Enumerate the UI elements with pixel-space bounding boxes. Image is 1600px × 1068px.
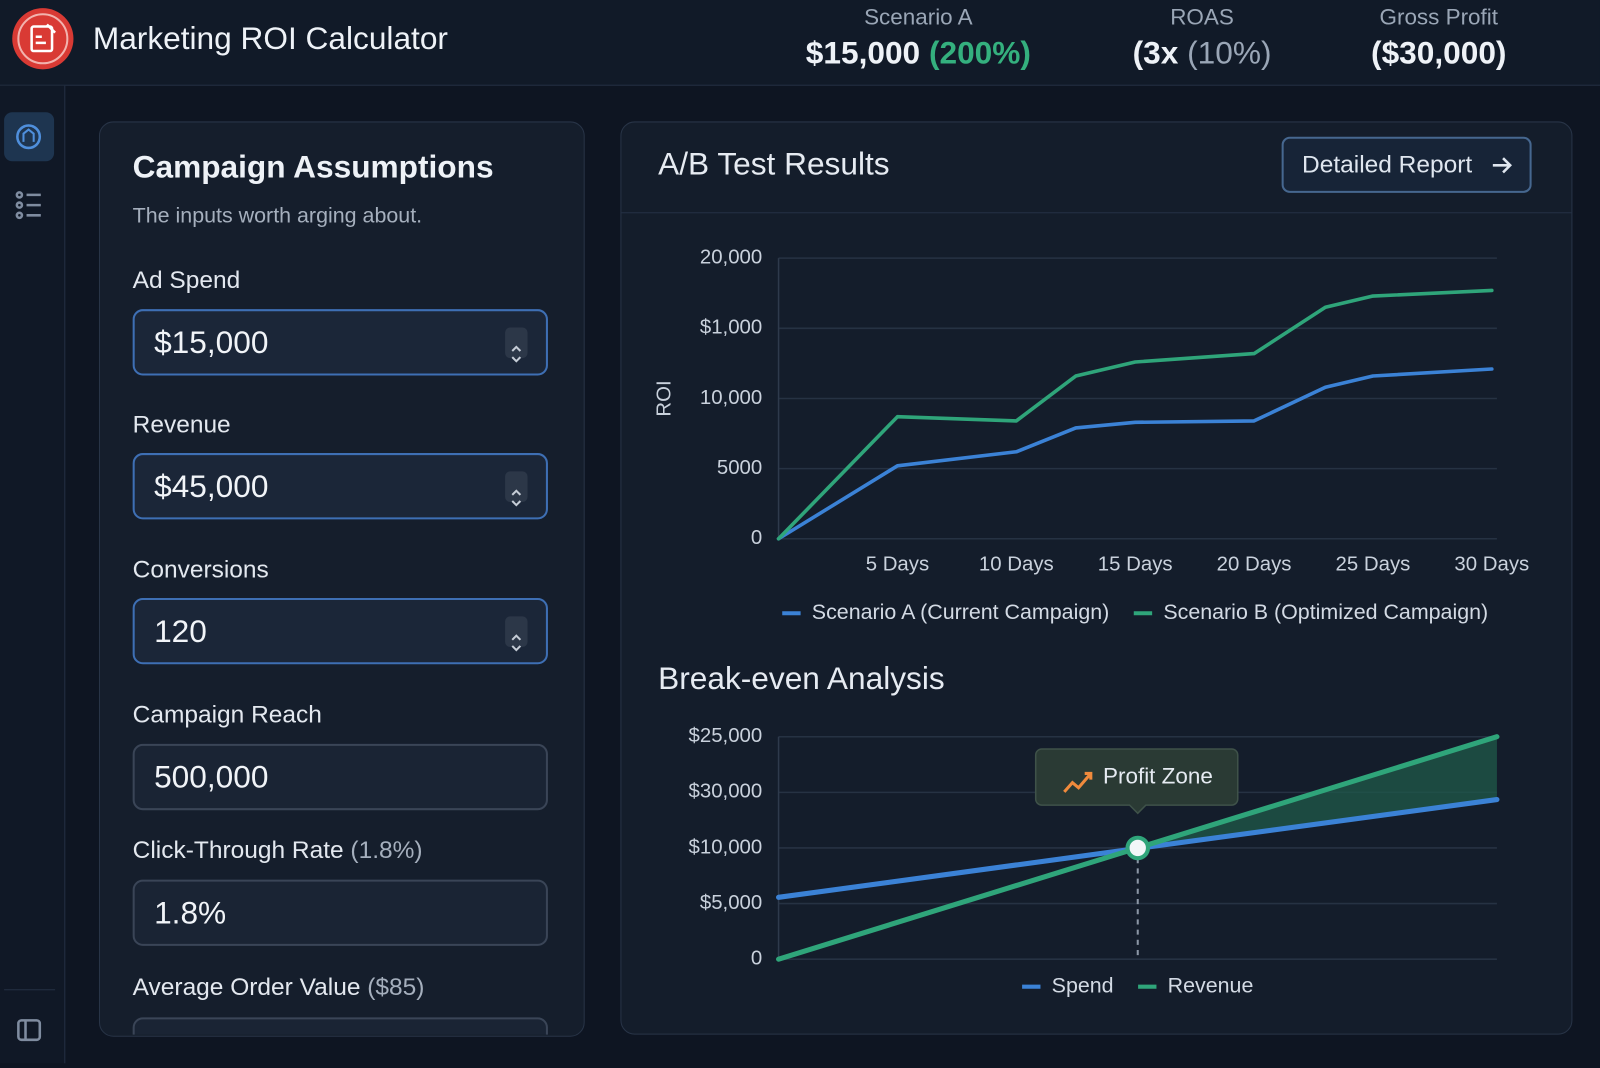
legend-label: Spend: [1052, 973, 1114, 997]
legend: Scenario A (Current Campaign) Scenario B …: [782, 600, 1488, 624]
arrow-icon: [1492, 157, 1512, 174]
series-line: [776, 367, 1494, 541]
top-bar: Marketing ROI Calculator Scenario A $15,0…: [0, 0, 1600, 86]
stat-label: ROAS: [1170, 4, 1234, 30]
stat-label: Gross Profit: [1379, 4, 1499, 30]
legend-label: Scenario A (Current Campaign): [812, 600, 1109, 624]
x-tick-label: 25 Days: [1336, 554, 1411, 576]
button-label: Detailed Report: [1302, 151, 1473, 179]
stat-note: (200%): [928, 34, 1031, 71]
y-tick-label: 20,000: [700, 247, 762, 269]
y-tick-label: 10,000: [700, 387, 762, 409]
field-note: (1.8%): [350, 836, 423, 865]
field-label: Average Order Value ($85): [133, 973, 425, 1002]
spinner[interactable]: [505, 616, 528, 652]
field-note: ($85): [367, 973, 425, 1002]
input-value: $45,000: [154, 468, 269, 505]
y-tick-label: 0: [751, 948, 762, 970]
app-title: Marketing ROI Calculator: [92, 20, 448, 57]
break-even-point: [1125, 835, 1150, 861]
x-tick-label: 15 Days: [1098, 554, 1173, 576]
stat-value: ($30,000): [1371, 35, 1506, 72]
nav-home[interactable]: [16, 124, 42, 150]
input-value: 500,000: [154, 759, 269, 795]
stat-label: Scenario A: [864, 4, 973, 30]
field-label-text: Revenue: [132, 411, 231, 439]
stat: ROAS (3x (10%): [1133, 4, 1272, 71]
spinner[interactable]: [505, 327, 528, 363]
stat: Gross Profit ($30,000): [1371, 4, 1506, 71]
collapse-sidebar[interactable]: [17, 1019, 42, 1042]
input-field[interactable]: 500,000: [132, 743, 548, 811]
stat-number: (3x: [1132, 34, 1179, 71]
callout-text: Profit Zone: [1103, 763, 1213, 788]
field-label: Click-Through Rate (1.8%): [133, 837, 423, 866]
y-tick-label: 5000: [717, 457, 762, 479]
input-field[interactable]: [132, 1017, 548, 1035]
input-field[interactable]: $45,000: [132, 453, 548, 520]
stat-number: ($30,000): [1371, 34, 1507, 71]
legend-label: Scenario B (Optimized Campaign): [1163, 600, 1488, 624]
x-tick-label: 30 Days: [1454, 554, 1529, 576]
chart-title: A/B Test Results: [658, 146, 889, 182]
sidebar-icons: [4, 112, 56, 1042]
y-tick-label: $25,000: [689, 725, 763, 747]
callout-box: [1034, 748, 1239, 815]
y-tick-label: $1,000: [700, 317, 762, 339]
field-label: Revenue: [133, 411, 231, 440]
field-label: Ad Spend: [133, 266, 241, 295]
profit-zone-callout: Profit Zone: [1034, 748, 1239, 815]
assumptions-form: Campaign Assumptions The inputs worth ar…: [0, 0, 584, 1035]
nav-list[interactable]: [15, 191, 41, 220]
y-tick-label: $10,000: [689, 836, 763, 858]
stat-value: $15,000 (200%): [806, 35, 1031, 72]
input-value: 120: [154, 613, 207, 649]
field-label-text: Ad Spend: [132, 266, 241, 294]
legend: Spend Revenue: [1022, 973, 1253, 997]
chart-title: Break-even Analysis: [658, 660, 945, 696]
y-tick-label: $30,000: [689, 781, 763, 803]
sidebar: [0, 85, 66, 1064]
form-subtitle: The inputs worth arging about.: [132, 204, 423, 228]
detailed-report-button[interactable]: Detailed Report: [1281, 136, 1532, 193]
input-field[interactable]: $15,000: [132, 309, 548, 376]
logo: [12, 8, 74, 70]
stat-value: (3x (10%): [1133, 35, 1272, 72]
y-tick-label: $5,000: [700, 892, 762, 914]
spinner[interactable]: [505, 471, 528, 507]
trend-icon: [1063, 771, 1093, 793]
field-label: Conversions: [133, 556, 269, 585]
field-label-text: Average Order Value: [132, 973, 361, 1002]
y-axis-label: ROI: [654, 380, 676, 416]
input-field[interactable]: 1.8%: [132, 879, 548, 946]
input-value: $15,000: [154, 324, 269, 361]
x-tick-label: 20 Days: [1217, 554, 1292, 576]
stat: Scenario A $15,000 (200%): [806, 4, 1031, 71]
stat-number: $15,000: [805, 34, 921, 71]
input-field[interactable]: 120: [132, 597, 548, 665]
legend-label: Revenue: [1168, 973, 1254, 997]
stat-note: (10%): [1187, 34, 1272, 71]
x-tick-label: 5 Days: [866, 554, 929, 576]
field-label-text: Campaign Reach: [132, 701, 322, 729]
form-title: Campaign Assumptions: [132, 148, 494, 185]
y-tick-label: 0: [751, 527, 762, 549]
x-tick-label: 10 Days: [979, 554, 1054, 576]
field-label: Campaign Reach: [133, 701, 322, 730]
divider: [621, 212, 1572, 214]
input-value: 1.8%: [154, 894, 227, 931]
field-label-text: Conversions: [132, 556, 269, 584]
series-line: [776, 288, 1494, 541]
field-label-text: Click-Through Rate: [132, 836, 344, 865]
nav-home-bg[interactable]: [4, 112, 55, 162]
